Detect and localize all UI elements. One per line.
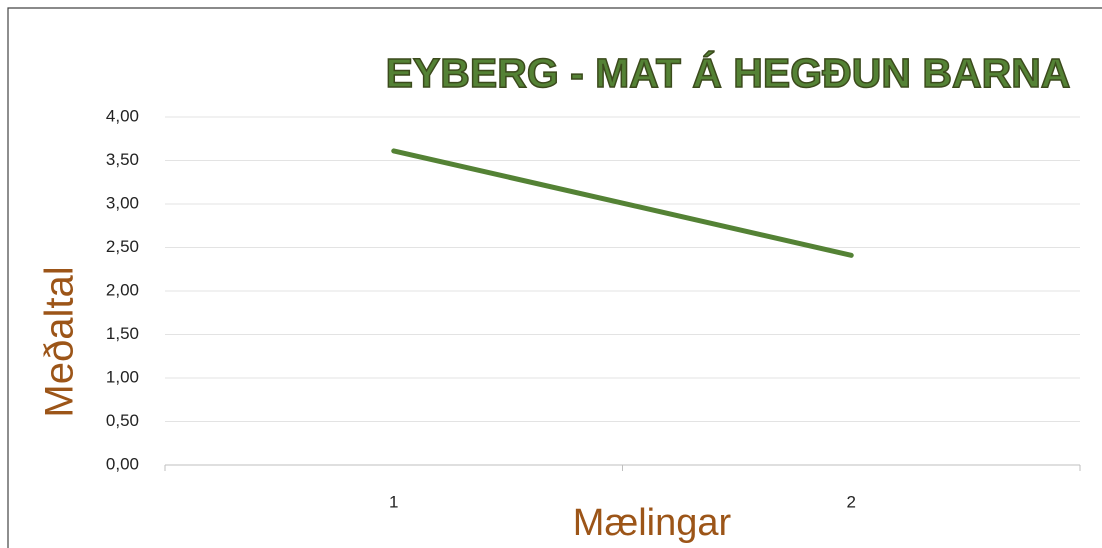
y-tick-label: 3,00 xyxy=(106,193,139,212)
x-tick-label: 2 xyxy=(847,492,856,511)
y-tick-label: 2,00 xyxy=(106,280,139,299)
y-tick-label: 0,00 xyxy=(106,454,139,473)
y-axis-label: Meðaltal xyxy=(38,266,82,417)
y-tick-label: 1,00 xyxy=(106,367,139,386)
chart-title: EYBERG - MAT Á HEGÐUN BARNA xyxy=(386,50,1071,96)
y-tick-label: 3,50 xyxy=(106,150,139,169)
y-tick-label: 1,50 xyxy=(106,324,139,343)
x-tick-label: 1 xyxy=(389,492,398,511)
y-tick-label: 4,00 xyxy=(106,106,139,125)
chart-frame xyxy=(7,7,1102,548)
y-tick-label: 0,50 xyxy=(106,411,139,430)
y-tick-label: 2,50 xyxy=(106,237,139,256)
x-axis-label: Mælingar xyxy=(573,502,732,544)
data-line xyxy=(391,148,854,258)
